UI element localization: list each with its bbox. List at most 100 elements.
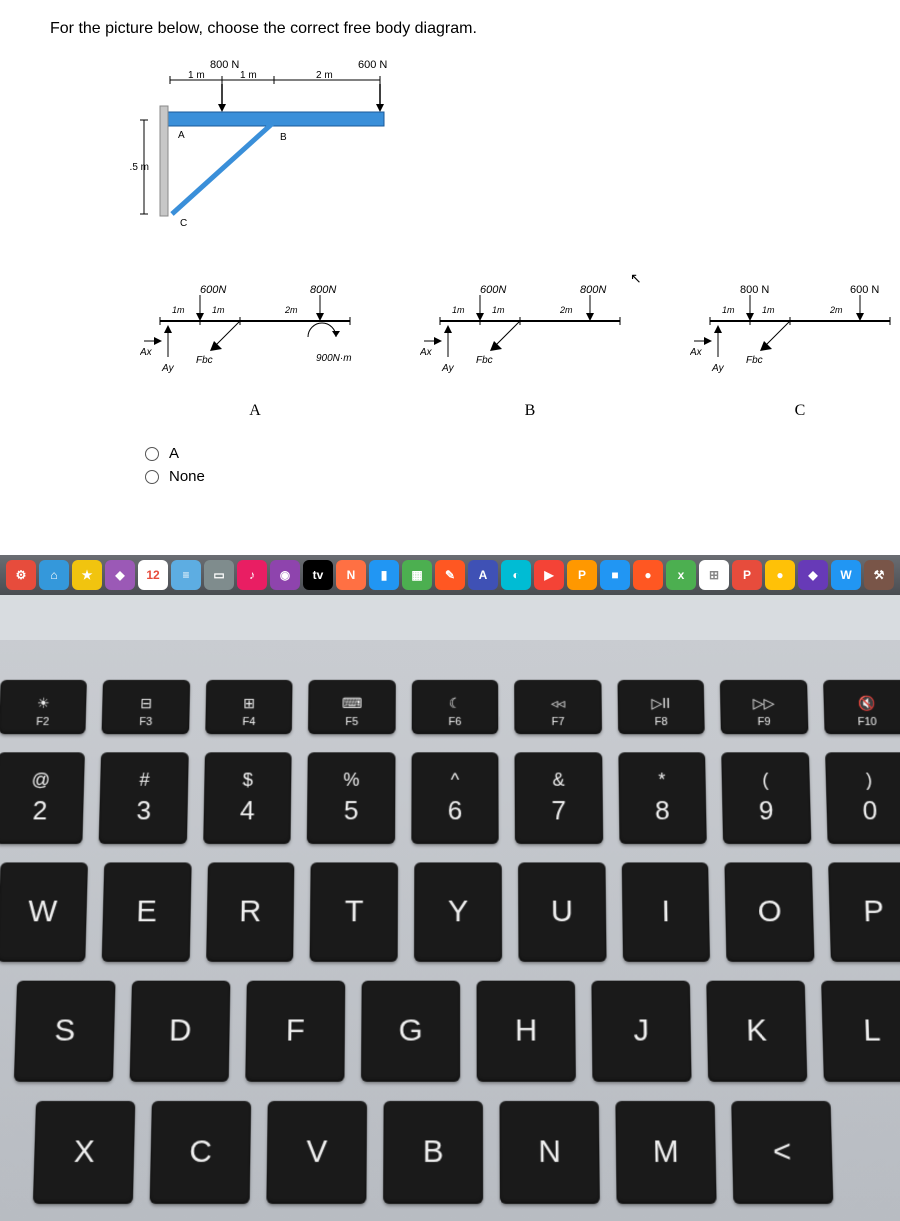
svg-text:600N: 600N [200, 284, 226, 296]
svg-text:Ay: Ay [711, 363, 725, 374]
option-b-label: B [420, 402, 640, 420]
keyboard-key: R [206, 862, 295, 961]
dock-app-icon[interactable]: W [831, 560, 861, 590]
keyboard-key: ▷IIF8 [617, 680, 705, 734]
radio-circle-icon [145, 470, 159, 484]
keyboard-key: P [828, 862, 900, 961]
radio-a-label: A [169, 445, 179, 462]
dock-app-icon[interactable]: ≡ [171, 560, 201, 590]
svg-text:1m: 1m [492, 305, 505, 315]
svg-text:A: A [178, 130, 185, 141]
svg-text:900N·m: 900N·m [316, 353, 352, 364]
dock-app-icon[interactable]: A [468, 560, 498, 590]
svg-text:800N: 800N [580, 284, 606, 296]
svg-text:1 m: 1 m [188, 70, 205, 81]
keyboard-key: &7 [515, 752, 603, 844]
keyboard-key: Y [414, 862, 502, 961]
svg-text:2m: 2m [284, 305, 298, 315]
keyboard-key: H [477, 981, 576, 1082]
keyboard-key: ☾F6 [411, 680, 498, 734]
keyboard-key: U [518, 862, 606, 961]
dock-app-icon[interactable]: ▶ [534, 560, 564, 590]
keyboard-key: N [499, 1101, 599, 1204]
dock-app-icon[interactable]: ♪ [237, 560, 267, 590]
keyboard-key: *8 [618, 752, 707, 844]
radio-option-none[interactable]: None [145, 468, 850, 485]
svg-text:1m: 1m [452, 305, 465, 315]
svg-text:2 m: 2 m [316, 70, 333, 81]
keyboard-key: (9 [721, 752, 811, 844]
svg-text:1m: 1m [722, 305, 735, 315]
dock-app-icon[interactable]: N [336, 560, 366, 590]
dock-app-icon[interactable]: ✎ [435, 560, 465, 590]
keyboard-key: J [591, 981, 691, 1082]
svg-text:800N: 800N [310, 284, 336, 296]
svg-text:800 N: 800 N [740, 284, 769, 296]
dock-app-icon[interactable]: ◆ [798, 560, 828, 590]
keyboard-key: ☀F2 [0, 680, 87, 734]
keyboard-key: S [14, 981, 116, 1082]
keyboard-key: D [130, 981, 231, 1082]
svg-text:1.5 m: 1.5 m [130, 162, 149, 173]
svg-text:B: B [280, 132, 287, 143]
keyboard-key: C [150, 1101, 252, 1204]
svg-text:2m: 2m [829, 305, 843, 315]
svg-text:600 N: 600 N [358, 59, 387, 71]
keyboard-key: ◃◃F7 [514, 680, 601, 734]
keyboard-key: I [621, 862, 710, 961]
keyboard-key: L [821, 981, 900, 1082]
dock-app-icon[interactable]: x [666, 560, 696, 590]
dock-app-icon[interactable]: ★ [72, 560, 102, 590]
dock-app-icon[interactable]: ▦ [402, 560, 432, 590]
keyboard-key: #3 [99, 752, 189, 844]
keyboard-key: )0 [825, 752, 900, 844]
keyboard-key: G [361, 981, 460, 1082]
dock-app-icon[interactable]: ● [765, 560, 795, 590]
dock-app-icon[interactable]: P [567, 560, 597, 590]
keyboard-key: B [383, 1101, 483, 1204]
svg-text:Ax: Ax [140, 347, 153, 358]
dock-app-icon[interactable]: ◆ [105, 560, 135, 590]
dock-app-icon[interactable]: tv [303, 560, 333, 590]
problem-figure: 800 N 600 N 1 m 1 m 2 m A B C 1.5 m [130, 56, 450, 246]
dock-app-icon[interactable]: 12 [138, 560, 168, 590]
dock-app-icon[interactable]: ■ [600, 560, 630, 590]
fbd-option-a: 600N 800N 1m 1m 2m Ax Ay [140, 281, 370, 420]
fbd-option-c: 800 N 600 N 1m 1m 2m Ax Ay Fbc C [690, 281, 900, 420]
dock-app-icon[interactable]: ◐ [501, 560, 531, 590]
keyboard-key: O [725, 862, 815, 961]
svg-text:1m: 1m [212, 305, 225, 315]
svg-text:Ay: Ay [441, 363, 455, 374]
keyboard-key: 🔇F10 [823, 680, 900, 734]
svg-text:Fbc: Fbc [196, 355, 213, 366]
dock-app-icon[interactable]: P [732, 560, 762, 590]
keyboard-key: K [706, 981, 807, 1082]
dock-app-icon[interactable]: ⊞ [699, 560, 729, 590]
keyboard-key: ^6 [411, 752, 499, 844]
dock-app-icon[interactable]: ⚒ [864, 560, 894, 590]
dock-app-icon[interactable]: ▭ [204, 560, 234, 590]
dock-app-icon[interactable]: ▮ [369, 560, 399, 590]
dock-app-icon[interactable]: ⌂ [39, 560, 69, 590]
svg-text:1m: 1m [762, 305, 775, 315]
dock-app-icon[interactable]: ◉ [270, 560, 300, 590]
macos-dock: ⚙⌂★◆12≡▭♪◉tvN▮▦✎A◐▶P■●x⊞P●◆W⚒ [0, 555, 900, 595]
keyboard-key: V [266, 1101, 367, 1204]
svg-text:600N: 600N [480, 284, 506, 296]
keyboard-key: ⊟F3 [102, 680, 190, 734]
option-a-label: A [140, 402, 370, 420]
keyboard-key: ⊞F4 [205, 680, 293, 734]
keyboard-key: ▷▷F9 [720, 680, 808, 734]
radio-option-a[interactable]: A [145, 445, 850, 462]
dock-app-icon[interactable]: ● [633, 560, 663, 590]
svg-text:Fbc: Fbc [476, 355, 493, 366]
svg-text:Ax: Ax [690, 347, 703, 358]
keyboard-key: %5 [307, 752, 395, 844]
physical-keyboard: ☀F2⊟F3⊞F4⌨F5☾F6◃◃F7▷IIF8▷▷F9🔇F10 @2#3$4%… [0, 640, 900, 1221]
svg-text:600 N: 600 N [850, 284, 879, 296]
dock-app-icon[interactable]: ⚙ [6, 560, 36, 590]
keyboard-key: T [310, 862, 398, 961]
keyboard-key: X [33, 1101, 135, 1204]
keyboard-key: F [245, 981, 345, 1082]
svg-text:2m: 2m [559, 305, 573, 315]
